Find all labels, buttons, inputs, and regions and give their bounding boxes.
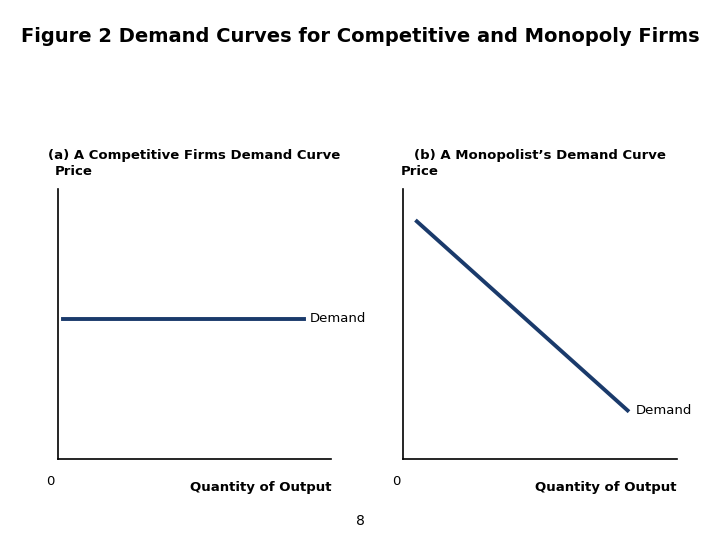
Text: Figure 2 Demand Curves for Competitive and Monopoly Firms: Figure 2 Demand Curves for Competitive a… <box>21 27 699 46</box>
Text: Price: Price <box>55 165 93 178</box>
Text: 0: 0 <box>392 475 400 488</box>
Text: 8: 8 <box>356 514 364 528</box>
Text: Quantity of Output: Quantity of Output <box>189 481 331 494</box>
Text: (b) A Monopolist’s Demand Curve: (b) A Monopolist’s Demand Curve <box>414 149 666 162</box>
Text: Demand: Demand <box>310 312 366 325</box>
Text: Price: Price <box>400 165 438 178</box>
Text: (a) A Competitive Firms Demand Curve: (a) A Competitive Firms Demand Curve <box>48 149 341 162</box>
Text: Demand: Demand <box>636 404 692 417</box>
Text: 0: 0 <box>47 475 55 488</box>
Text: Quantity of Output: Quantity of Output <box>535 481 677 494</box>
